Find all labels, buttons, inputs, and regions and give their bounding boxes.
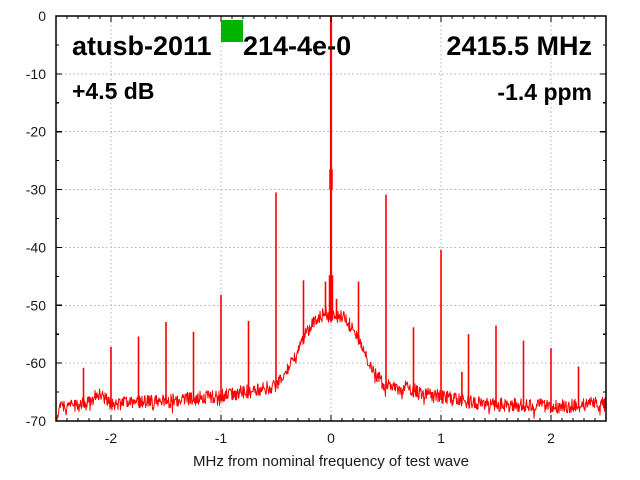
x-tick-label: -1 <box>215 430 228 446</box>
harmonic-spikes <box>82 192 580 409</box>
x-axis-title-group: MHz from nominal frequency of test wave <box>193 453 469 470</box>
x-axis-labels: -2 -1 0 1 2 <box>105 430 555 446</box>
plot-title-right: 214-4e-0 <box>243 31 352 61</box>
carrier-spike <box>328 16 334 322</box>
green-marker-overlay <box>221 20 243 42</box>
y-tick-label: -40 <box>26 239 46 255</box>
plot-title-left: atusb-2011 <box>72 31 212 61</box>
y-tick-label: -20 <box>26 124 46 140</box>
plot-frame <box>55 15 607 422</box>
y-tick-label: -10 <box>26 66 46 82</box>
y-tick-label: -70 <box>26 413 46 429</box>
y-axis-labels: 0 -10 -20 -30 -40 -50 -60 -70 <box>26 8 46 429</box>
y-tick-label: -50 <box>26 297 46 313</box>
y-tick-label: -30 <box>26 182 46 198</box>
noise-trace <box>55 305 607 421</box>
x-tick-label: 0 <box>327 430 335 446</box>
x-tick-label: 1 <box>437 430 445 446</box>
x-tick-label: 2 <box>547 430 555 446</box>
gridlines <box>57 17 605 420</box>
ppm-offset-label: -1.4 ppm <box>497 79 592 105</box>
center-frequency-label: 2415.5 MHz <box>446 31 592 61</box>
x-tick-label: -2 <box>105 430 118 446</box>
gain-label: +4.5 dB <box>72 78 155 104</box>
y-tick-label: 0 <box>38 8 46 24</box>
y-tick-label: -60 <box>26 355 46 371</box>
x-axis-title: MHz from nominal frequency of test wave <box>193 453 469 470</box>
